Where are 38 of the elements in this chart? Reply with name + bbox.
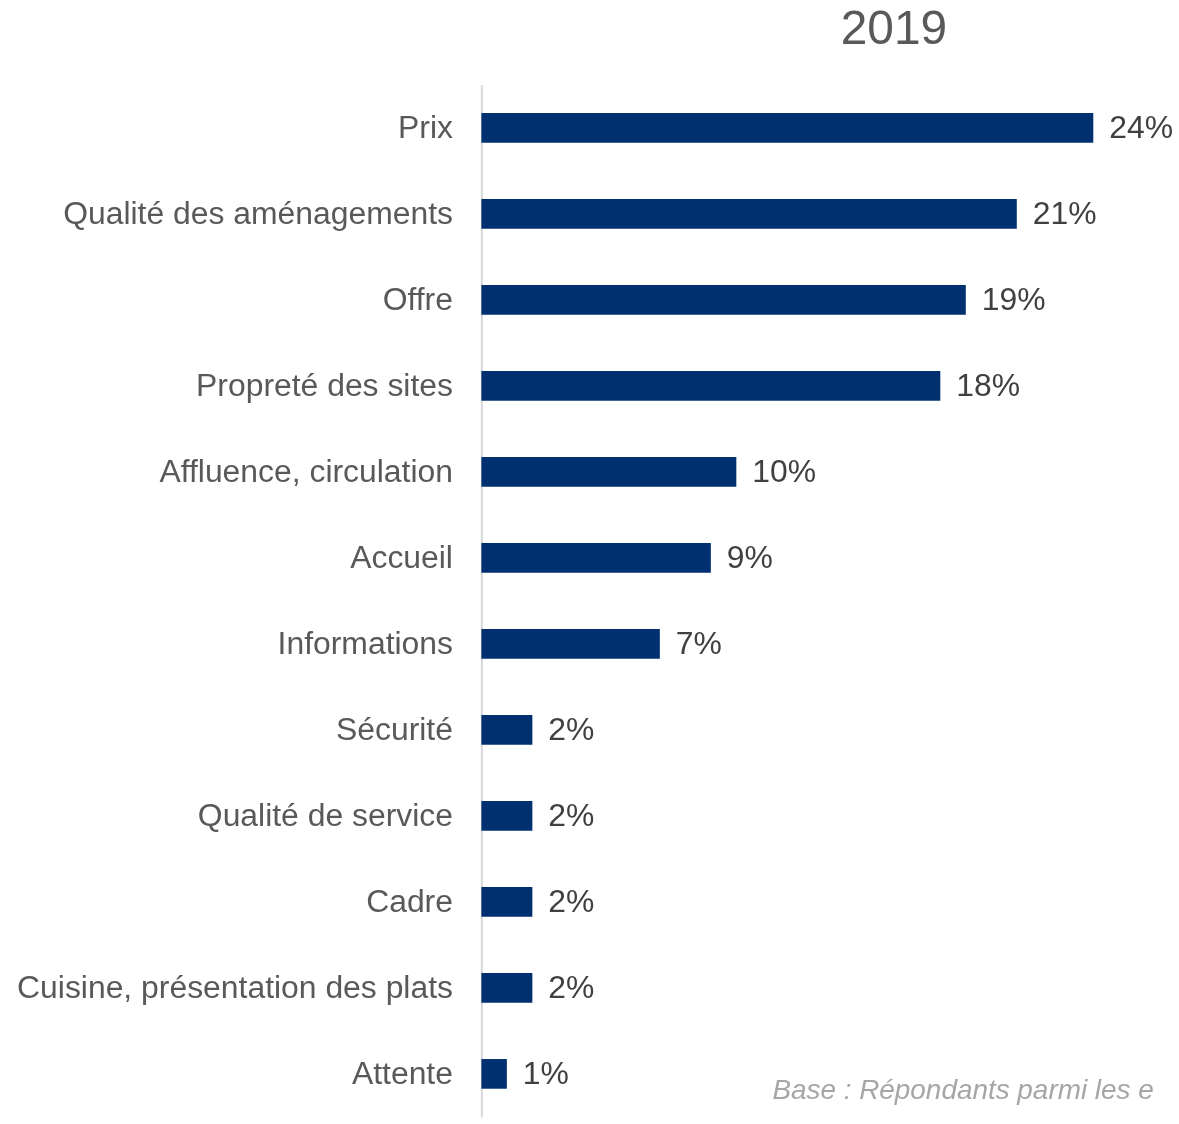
bar <box>481 973 533 1003</box>
y-tick-label: Informations <box>277 624 453 661</box>
bar <box>481 1059 507 1089</box>
y-tick-label: Qualité des aménagements <box>63 194 453 231</box>
data-label: 1% <box>522 1054 569 1091</box>
data-label: 2% <box>548 796 595 833</box>
data-label: 2% <box>548 710 595 747</box>
y-tick-label: Qualité de service <box>197 796 453 833</box>
y-tick-label: Affluence, circulation <box>159 452 453 489</box>
y-tick-label: Sécurité <box>336 710 453 747</box>
bar <box>481 887 533 917</box>
y-tick-label: Offre <box>382 280 453 317</box>
bar <box>481 715 533 745</box>
bar <box>481 285 966 315</box>
y-tick-label: Prix <box>398 108 454 145</box>
bar <box>481 543 711 573</box>
y-tick-label: Propreté des sites <box>196 366 453 403</box>
y-tick-label: Cadre <box>366 882 453 919</box>
data-label: 21% <box>1032 194 1097 231</box>
bar <box>481 199 1017 229</box>
y-tick-label: Accueil <box>350 538 453 575</box>
data-label: 2% <box>548 882 595 919</box>
y-tick-label: Attente <box>351 1054 453 1091</box>
y-tick-label: Cuisine, présentation des plats <box>17 968 453 1005</box>
data-label: 18% <box>956 366 1021 403</box>
bar <box>481 801 533 831</box>
chart-title: 2019 <box>840 0 948 54</box>
data-label: 9% <box>726 538 773 575</box>
data-label: 19% <box>981 280 1046 317</box>
data-label: 7% <box>675 624 722 661</box>
data-label: 10% <box>752 452 817 489</box>
annotation: Base : Répondants parmi les e <box>772 1074 1154 1106</box>
bar <box>481 112 1094 143</box>
bar <box>481 629 660 659</box>
bar <box>481 457 737 487</box>
data-label: 2% <box>548 968 595 1005</box>
data-label: 24% <box>1109 108 1174 145</box>
bar <box>481 371 941 401</box>
